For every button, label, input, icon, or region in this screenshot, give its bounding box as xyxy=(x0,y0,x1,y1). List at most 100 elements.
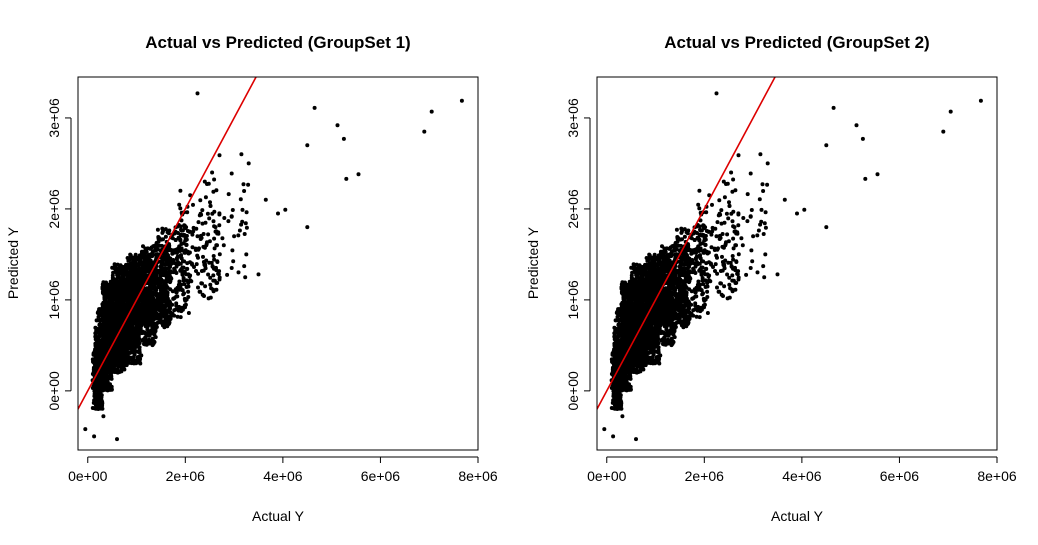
data-point xyxy=(158,264,163,269)
data-point xyxy=(151,328,156,333)
points-layer xyxy=(602,91,983,442)
data-point xyxy=(120,349,125,354)
data-point xyxy=(195,91,200,96)
data-point xyxy=(199,212,204,217)
data-point xyxy=(620,378,625,383)
data-point xyxy=(941,129,946,134)
data-point xyxy=(200,281,204,286)
data-point xyxy=(120,274,125,278)
data-point xyxy=(155,313,160,318)
data-point xyxy=(276,211,280,216)
data-point xyxy=(170,289,175,294)
chart-title: Actual vs Predicted (GroupSet 1) xyxy=(145,33,410,52)
data-point xyxy=(194,269,198,273)
data-point xyxy=(176,282,181,287)
data-point xyxy=(177,279,182,284)
data-point xyxy=(133,309,138,314)
data-point xyxy=(765,161,770,166)
data-point xyxy=(127,330,132,334)
data-point xyxy=(196,255,200,260)
data-point xyxy=(168,306,173,311)
data-point xyxy=(110,330,115,335)
data-point xyxy=(751,234,756,239)
data-point xyxy=(92,434,97,439)
data-point xyxy=(208,204,213,208)
data-point xyxy=(632,369,637,374)
data-point xyxy=(615,339,620,344)
data-point xyxy=(230,248,235,253)
data-point xyxy=(190,262,195,267)
data-point xyxy=(190,245,195,250)
data-point xyxy=(115,319,120,324)
data-point xyxy=(93,380,98,385)
data-point xyxy=(212,236,217,241)
data-point xyxy=(114,355,119,360)
data-point xyxy=(824,143,829,148)
data-point xyxy=(156,293,161,298)
data-point xyxy=(619,317,624,322)
data-point xyxy=(629,369,634,374)
data-point xyxy=(120,287,125,291)
data-point xyxy=(630,318,635,323)
data-point xyxy=(110,306,115,310)
data-point xyxy=(211,189,216,194)
data-point xyxy=(714,91,719,96)
data-point xyxy=(128,320,133,325)
data-point xyxy=(140,250,145,255)
data-point xyxy=(231,259,236,264)
data-point xyxy=(626,282,631,287)
data-point xyxy=(97,307,102,312)
data-point xyxy=(134,291,139,296)
data-point xyxy=(616,355,621,360)
data-point xyxy=(166,231,171,236)
data-point xyxy=(126,306,131,311)
data-point xyxy=(212,246,217,251)
data-point xyxy=(748,266,753,270)
data-point xyxy=(182,282,187,287)
data-point xyxy=(146,254,151,259)
data-point xyxy=(622,281,627,286)
data-point xyxy=(220,236,225,241)
data-point xyxy=(114,325,118,330)
data-point xyxy=(111,365,116,370)
data-point xyxy=(150,261,155,265)
data-point xyxy=(312,105,317,110)
data-point xyxy=(978,98,983,103)
data-point xyxy=(97,355,102,360)
data-point xyxy=(229,214,234,219)
data-point xyxy=(173,238,178,242)
data-point xyxy=(156,239,161,244)
data-point xyxy=(206,181,211,186)
data-point xyxy=(180,272,185,277)
data-point xyxy=(212,224,217,229)
data-point xyxy=(200,221,205,226)
data-point xyxy=(118,339,123,344)
data-point xyxy=(94,318,99,323)
data-point xyxy=(117,287,122,291)
data-point xyxy=(625,367,630,372)
data-point xyxy=(614,385,618,390)
data-point xyxy=(194,226,199,231)
data-point xyxy=(119,353,124,357)
reference-line xyxy=(78,77,257,411)
data-point xyxy=(614,399,619,404)
data-point xyxy=(211,254,216,258)
data-point xyxy=(180,288,185,293)
data-point xyxy=(100,317,105,322)
data-point xyxy=(168,280,172,285)
data-point xyxy=(103,374,107,379)
data-point xyxy=(221,243,226,248)
data-point xyxy=(620,414,625,419)
data-point xyxy=(121,356,126,361)
data-point xyxy=(138,328,143,333)
data-point xyxy=(238,197,243,202)
data-point xyxy=(155,281,160,286)
data-point xyxy=(729,170,734,175)
data-point xyxy=(202,294,206,298)
data-point xyxy=(634,437,638,442)
data-point xyxy=(146,266,151,271)
data-point xyxy=(184,272,189,277)
data-point xyxy=(138,257,143,261)
data-point xyxy=(242,189,247,193)
data-point xyxy=(127,296,132,301)
